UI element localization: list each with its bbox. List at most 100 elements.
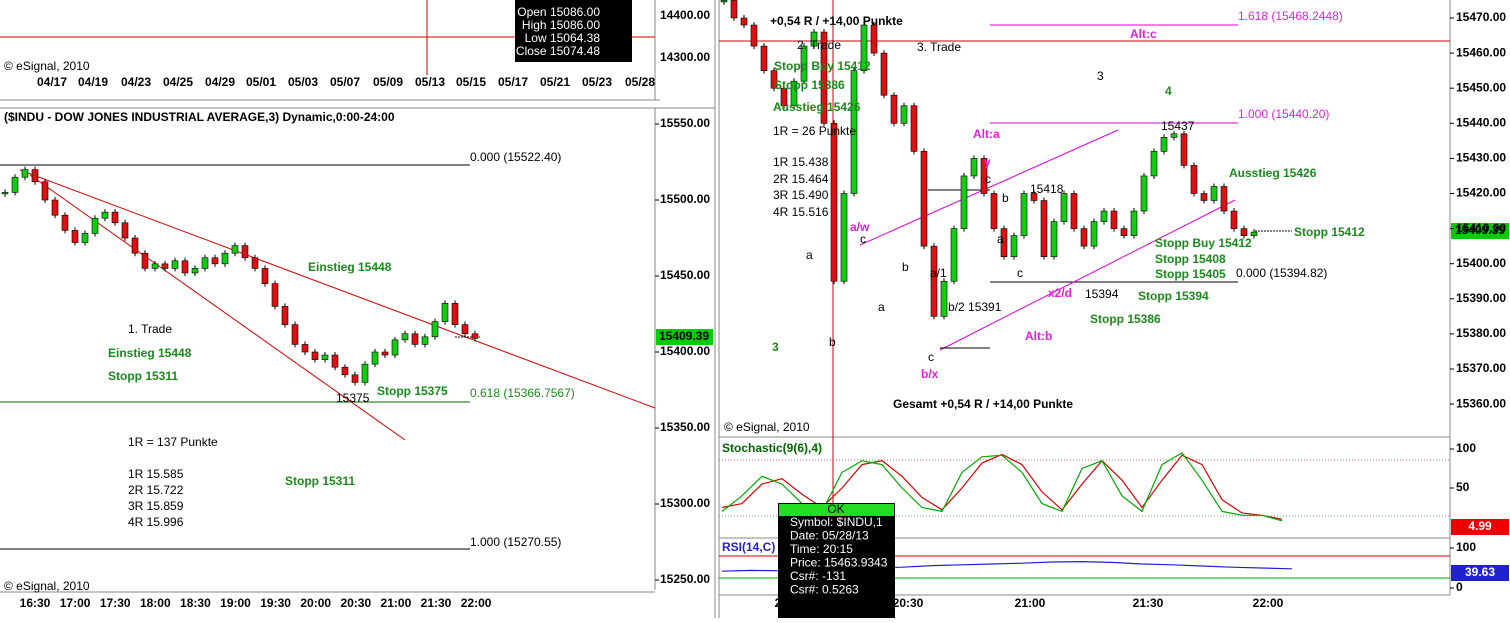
x-tick-label: 05/01 bbox=[246, 75, 276, 89]
x-tick-label: 05/28 bbox=[625, 75, 655, 89]
annotation: a bbox=[997, 232, 1004, 246]
candle bbox=[11, 176, 19, 193]
annotation: Stopp 15311 bbox=[108, 369, 178, 383]
candle bbox=[211, 257, 219, 265]
candle bbox=[1170, 133, 1178, 138]
candle bbox=[850, 70, 858, 194]
candle bbox=[870, 24, 878, 54]
candle bbox=[1020, 193, 1028, 236]
annotation: 15437 bbox=[1161, 119, 1195, 133]
annotation: b bbox=[1002, 191, 1009, 205]
tooltip-box bbox=[778, 503, 895, 618]
annotation: 3. Trade bbox=[917, 40, 961, 54]
y-tick-label: 100 bbox=[1456, 441, 1476, 455]
y-tick-label: 15450.00 bbox=[1456, 80, 1506, 94]
candle bbox=[91, 217, 99, 234]
y-tick-label: 15370.00 bbox=[1456, 361, 1506, 375]
candle bbox=[1040, 200, 1048, 257]
candle bbox=[171, 260, 179, 269]
candle bbox=[1210, 186, 1218, 201]
y-tick-label: 15300.00 bbox=[660, 496, 710, 510]
candle bbox=[1000, 228, 1008, 257]
candle bbox=[800, 45, 808, 82]
tooltip-line: Csr#: 0.5263 bbox=[790, 583, 859, 597]
channel-line bbox=[859, 129, 1119, 246]
info-line: Close 15074.48 bbox=[516, 44, 600, 58]
candle bbox=[880, 52, 888, 96]
x-tick-label: 05/17 bbox=[498, 75, 528, 89]
candle bbox=[960, 175, 968, 229]
candle bbox=[361, 363, 369, 383]
annotation: y bbox=[984, 155, 991, 169]
annotation: Alt:c bbox=[1130, 27, 1157, 41]
annotation: 3R 15.490 bbox=[773, 188, 829, 202]
annotation: 15375 bbox=[336, 391, 370, 405]
x-tick-label: 04/19 bbox=[78, 75, 108, 89]
candle bbox=[1010, 235, 1018, 257]
x-tick-label: 05/03 bbox=[288, 75, 318, 89]
annotation: 2. Trade bbox=[797, 38, 841, 52]
candle bbox=[890, 94, 898, 124]
candle bbox=[121, 222, 129, 239]
y-tick-label: 15460.00 bbox=[1456, 45, 1506, 59]
candle bbox=[21, 169, 29, 178]
price-box bbox=[656, 329, 713, 345]
candle bbox=[1150, 151, 1158, 177]
candle bbox=[311, 351, 319, 360]
candle bbox=[1230, 210, 1238, 229]
price-box bbox=[1451, 565, 1509, 581]
annotation: © eSignal, 2010 bbox=[4, 579, 90, 593]
candle bbox=[451, 303, 459, 325]
candle bbox=[970, 158, 978, 177]
x-tick-label: 22:00 bbox=[1253, 596, 1284, 610]
candle bbox=[770, 70, 778, 89]
candle bbox=[351, 374, 359, 383]
candle bbox=[401, 333, 409, 341]
annotation: 0.000 (15394.82) bbox=[1236, 266, 1327, 280]
info-box bbox=[515, 0, 632, 62]
price-box bbox=[1451, 519, 1509, 535]
x-tick-label: 05/21 bbox=[540, 75, 570, 89]
candle bbox=[251, 257, 259, 269]
annotation: 2R 15.464 bbox=[773, 172, 829, 186]
candle bbox=[930, 245, 938, 317]
annotation: Stopp 15408 bbox=[1155, 252, 1226, 266]
annotation: 15394 bbox=[1085, 287, 1119, 301]
annotation: c bbox=[860, 232, 866, 246]
candle bbox=[31, 169, 39, 183]
info-line: Open 15086.00 bbox=[517, 5, 600, 19]
candle bbox=[720, 0, 728, 3]
x-tick-label: 21:30 bbox=[1133, 596, 1164, 610]
candle bbox=[411, 333, 419, 345]
x-tick-label: 19:00 bbox=[220, 596, 251, 610]
last-price: 15409.39 bbox=[659, 329, 709, 343]
last-value: 4.99 bbox=[1468, 519, 1492, 533]
annotation: 4 bbox=[1165, 84, 1172, 98]
candle bbox=[421, 336, 429, 345]
candle bbox=[191, 268, 199, 274]
channel-line bbox=[939, 199, 1236, 351]
annotation: Einstieg 15448 bbox=[308, 260, 392, 274]
annotation: 1. Trade bbox=[128, 322, 172, 336]
y-tick-label: 15410.00 bbox=[1456, 221, 1506, 235]
y-tick-label: 15450.00 bbox=[660, 268, 710, 282]
annotation: © eSignal, 2010 bbox=[724, 420, 810, 434]
annotation: Einstieg 15448 bbox=[108, 346, 192, 360]
candle bbox=[111, 211, 119, 224]
candle bbox=[71, 230, 79, 243]
annotation: 1.000 (15440.20) bbox=[1238, 107, 1329, 121]
trend-line bbox=[19, 169, 656, 409]
annotation: Stopp 15375 bbox=[377, 384, 448, 398]
x-tick-label: 20:30 bbox=[340, 596, 371, 610]
y-tick-label: 15550.00 bbox=[660, 116, 710, 130]
candle bbox=[51, 199, 59, 216]
candle bbox=[101, 211, 109, 219]
y-tick-label: 15360.00 bbox=[1456, 396, 1506, 410]
x-tick-label: 04/23 bbox=[121, 75, 151, 89]
candle bbox=[151, 263, 159, 269]
tooltip-header-bg bbox=[779, 504, 894, 516]
annotation: a/1 bbox=[930, 266, 947, 280]
candle bbox=[730, 0, 738, 19]
